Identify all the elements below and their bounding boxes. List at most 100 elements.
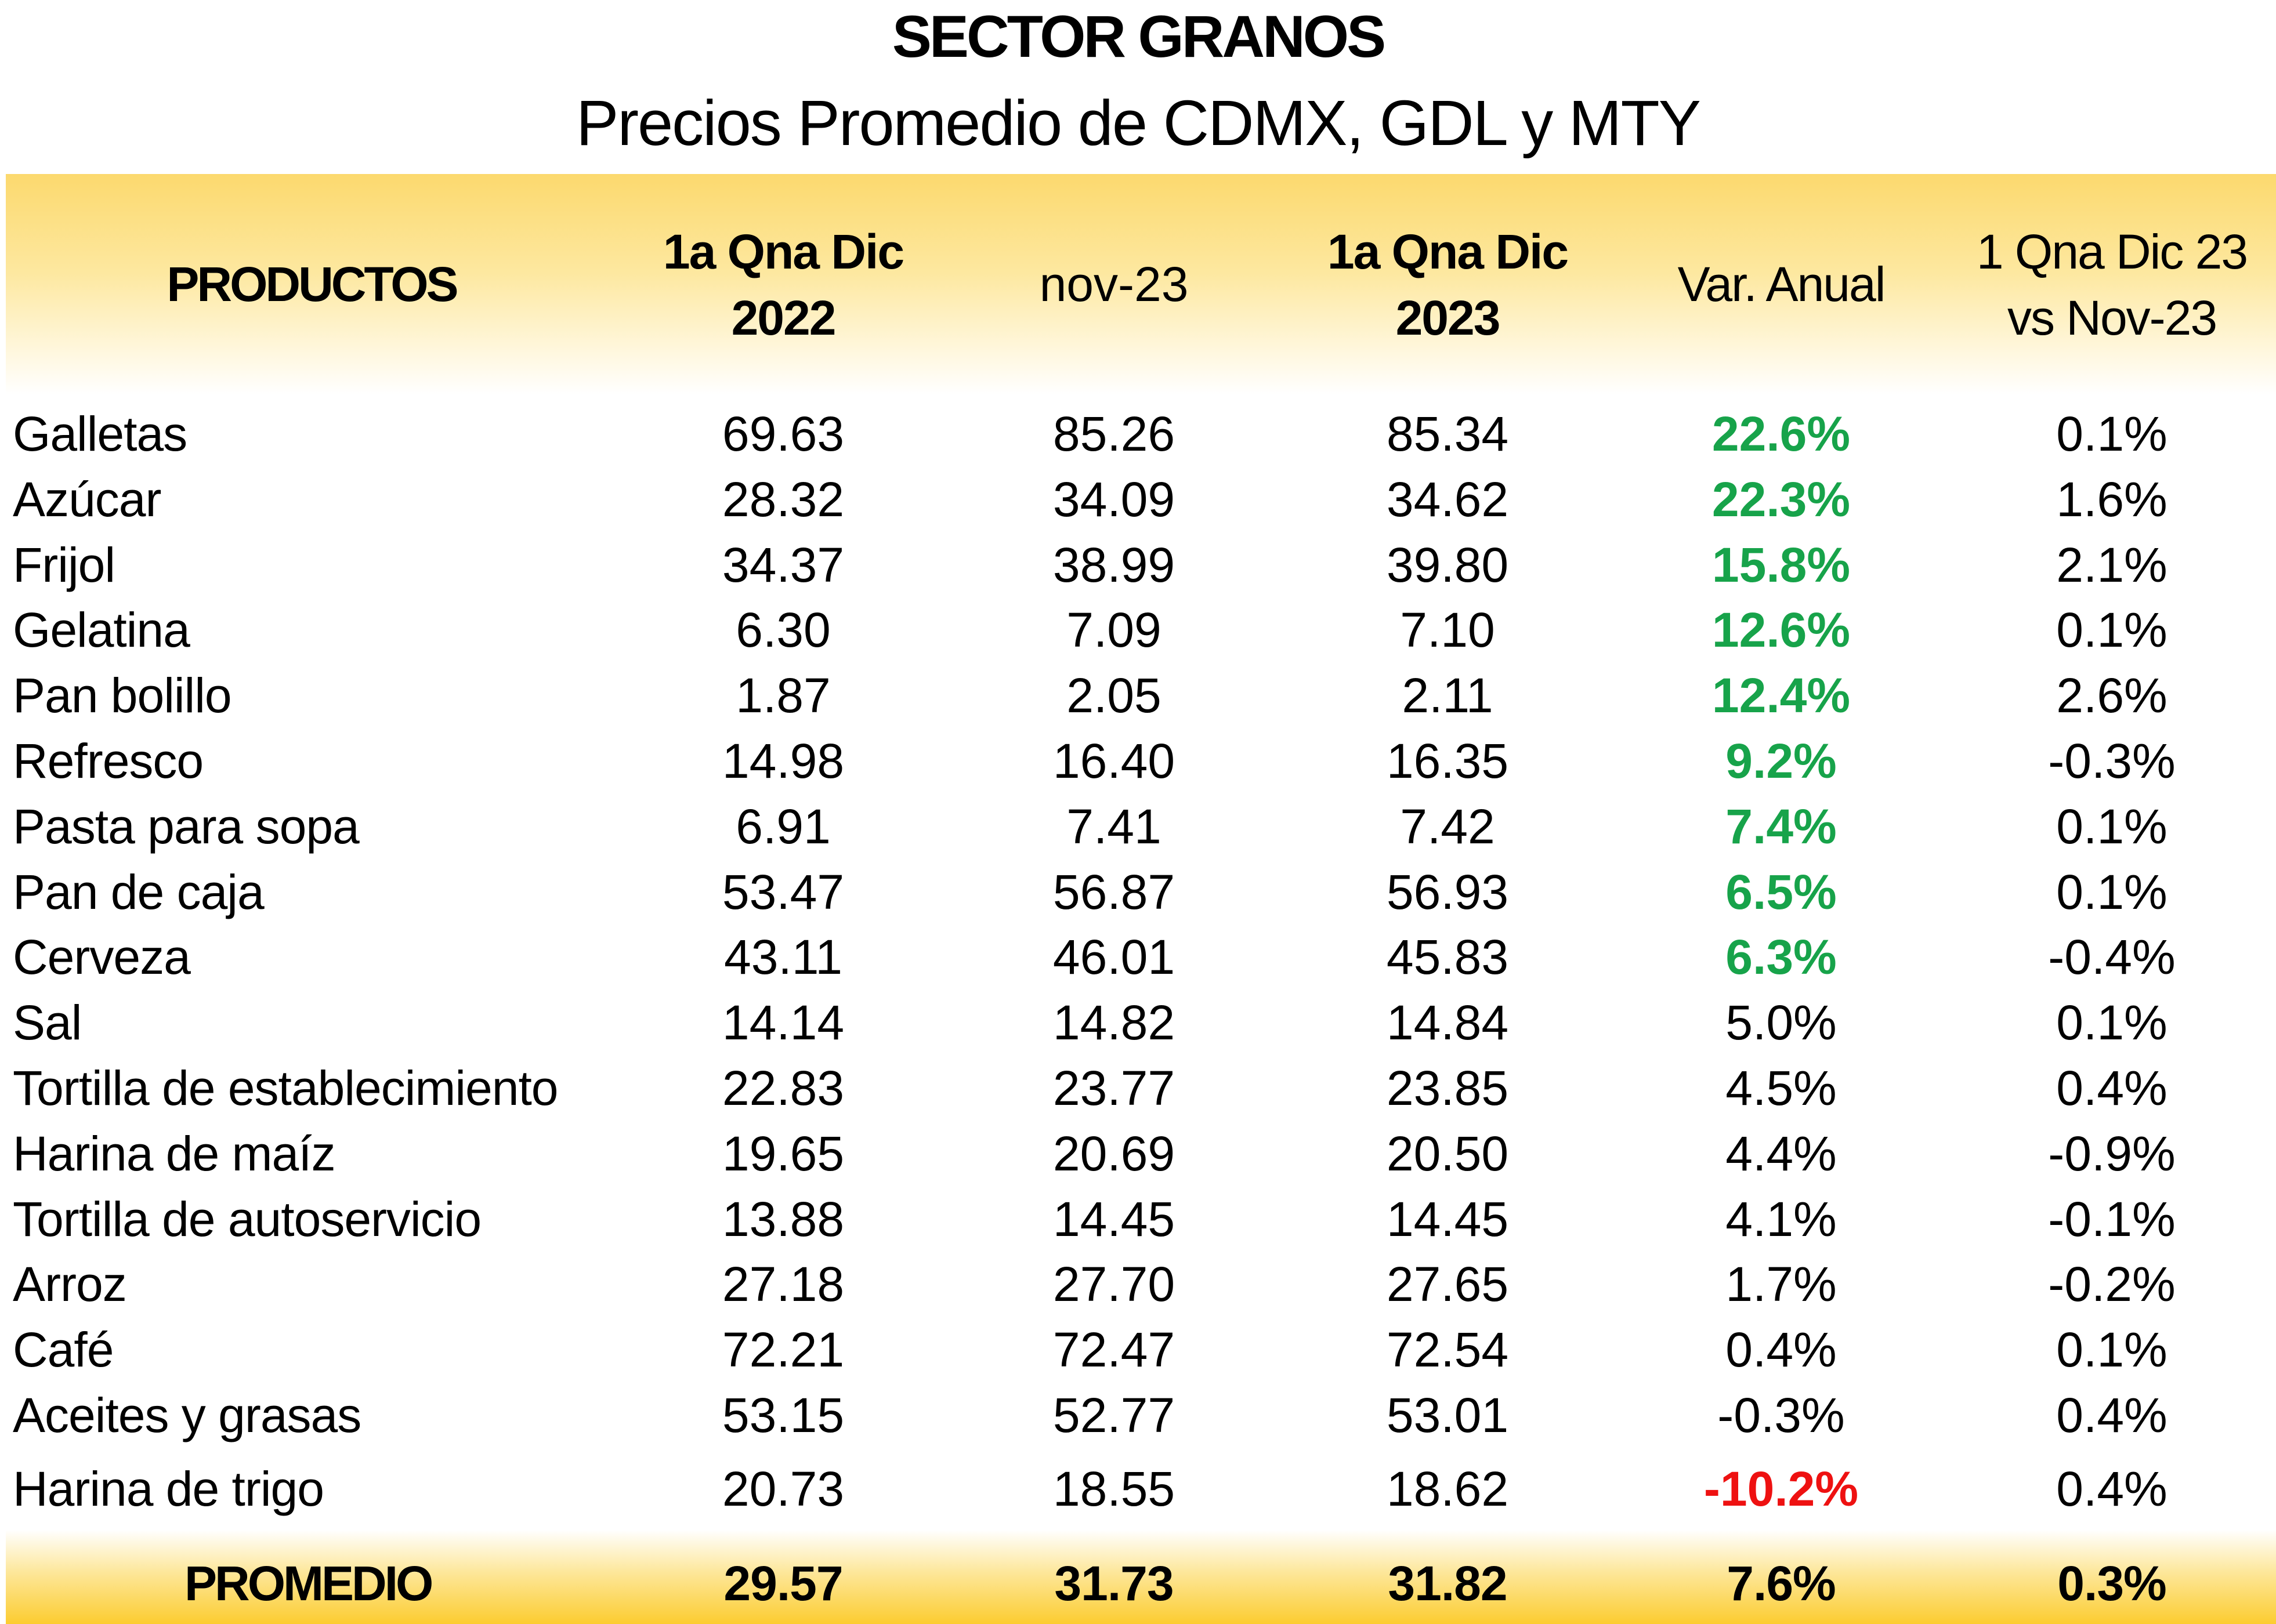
var-anual: 22.6% <box>1711 407 1851 461</box>
product-name: Aceites y grasas <box>13 1388 361 1442</box>
var-mensual: 0.1% <box>2056 865 2168 919</box>
price-dic-2023: 14.45 <box>1386 1192 1509 1246</box>
price-dic-2022: 1.87 <box>736 668 831 723</box>
var-anual: 5.0% <box>1725 995 1837 1050</box>
price-dic-2022: 69.63 <box>722 407 845 461</box>
price-dic-2023: 39.80 <box>1386 538 1509 592</box>
footer-var-mensual: 0.3% <box>2057 1556 2166 1611</box>
price-nov-23: 7.09 <box>1066 603 1161 657</box>
price-dic-2022: 53.15 <box>722 1388 845 1442</box>
var-anual: -10.2% <box>1703 1462 1859 1516</box>
price-dic-2023: 7.10 <box>1400 603 1495 657</box>
price-dic-2022: 6.30 <box>736 603 831 657</box>
price-nov-23: 7.41 <box>1066 799 1161 854</box>
table-row: Pasta para sopa 6.91 7.41 7.42 7.4% 0.1% <box>0 794 2276 859</box>
header-productos: PRODUCTOS <box>167 257 458 311</box>
var-anual: 6.3% <box>1725 930 1837 984</box>
price-dic-2022: 13.88 <box>722 1192 845 1246</box>
price-nov-23: 46.01 <box>1052 930 1175 984</box>
price-nov-23: 72.47 <box>1052 1322 1175 1377</box>
footer-label: PROMEDIO <box>184 1556 433 1611</box>
price-nov-23: 14.45 <box>1052 1192 1175 1246</box>
price-dic-2022: 20.73 <box>722 1462 845 1516</box>
price-nov-23: 38.99 <box>1052 538 1175 592</box>
var-mensual: 0.1% <box>2056 1322 2168 1377</box>
header-var-anual: Var. Anual <box>1677 257 1886 311</box>
price-dic-2023: 72.54 <box>1386 1322 1509 1377</box>
price-nov-23: 2.05 <box>1066 668 1161 723</box>
product-name: Azúcar <box>13 472 161 527</box>
header-dic-2023-line1: 1a Qna Dic <box>1327 224 1569 279</box>
var-mensual: -0.9% <box>2048 1126 2176 1181</box>
table-row: Harina de trigo 20.73 18.55 18.62 -10.2% 0.4% <box>0 1456 2276 1521</box>
price-nov-23: 16.40 <box>1052 734 1175 788</box>
var-mensual: 2.1% <box>2056 538 2168 592</box>
var-mensual: 1.6% <box>2056 472 2168 527</box>
product-name: Frijol <box>13 538 115 592</box>
table-row: Café 72.21 72.47 72.54 0.4% 0.1% <box>0 1317 2276 1382</box>
table-footer-row: PROMEDIO 29.57 31.73 31.82 7.6% 0.3% <box>0 1551 2276 1616</box>
price-nov-23: 52.77 <box>1052 1388 1175 1442</box>
price-nov-23: 20.69 <box>1052 1126 1175 1181</box>
table-row: Cerveza 43.11 46.01 45.83 6.3% -0.4% <box>0 925 2276 989</box>
table-row: Azúcar 28.32 34.09 34.62 22.3% 1.6% <box>0 467 2276 532</box>
footer-nov23: 31.73 <box>1054 1556 1174 1611</box>
var-anual: 7.4% <box>1725 799 1837 854</box>
var-anual: 4.5% <box>1725 1061 1837 1115</box>
price-dic-2023: 7.42 <box>1400 799 1495 854</box>
price-dic-2023: 2.11 <box>1402 668 1493 723</box>
product-name: Gelatina <box>13 603 190 657</box>
var-mensual: 0.4% <box>2056 1388 2168 1442</box>
var-anual: 9.2% <box>1725 734 1837 788</box>
price-dic-2023: 16.35 <box>1386 734 1509 788</box>
table-row: Sal 14.14 14.82 14.84 5.0% 0.1% <box>0 990 2276 1055</box>
price-dic-2022: 14.14 <box>722 995 845 1050</box>
price-dic-2022: 53.47 <box>722 865 845 919</box>
product-name: Refresco <box>13 734 204 788</box>
table-row: Frijol 34.37 38.99 39.80 15.8% 2.1% <box>0 532 2276 597</box>
var-anual: 4.1% <box>1725 1192 1837 1246</box>
price-nov-23: 85.26 <box>1052 407 1175 461</box>
price-dic-2022: 72.21 <box>722 1322 845 1377</box>
price-nov-23: 27.70 <box>1052 1257 1175 1311</box>
price-nov-23: 14.82 <box>1052 995 1175 1050</box>
var-anual: 0.4% <box>1725 1322 1837 1377</box>
product-name: Pan bolillo <box>13 668 232 723</box>
table-row: Arroz 27.18 27.70 27.65 1.7% -0.2% <box>0 1252 2276 1317</box>
var-mensual: -0.1% <box>2048 1192 2176 1246</box>
var-mensual: 0.1% <box>2056 603 2168 657</box>
table-row: Aceites y grasas 53.15 52.77 53.01 -0.3% 0.4% <box>0 1383 2276 1448</box>
table-header-band <box>6 174 2276 394</box>
var-anual: 22.3% <box>1711 472 1851 527</box>
price-dic-2023: 18.62 <box>1386 1462 1509 1516</box>
product-name: Cerveza <box>13 930 191 984</box>
footer-dic2022: 29.57 <box>723 1556 843 1611</box>
price-nov-23: 23.77 <box>1052 1061 1175 1115</box>
price-dic-2023: 27.65 <box>1386 1257 1509 1311</box>
product-name: Pan de caja <box>13 865 265 919</box>
price-dic-2022: 14.98 <box>722 734 845 788</box>
header-dic-2023-line2: 2023 <box>1395 291 1501 345</box>
var-mensual: 2.6% <box>2056 668 2168 723</box>
price-dic-2023: 34.62 <box>1386 472 1509 527</box>
product-name: Arroz <box>13 1257 127 1311</box>
table-row: Gelatina 6.30 7.09 7.10 12.6% 0.1% <box>0 597 2276 662</box>
header-dic-2022: 1a Qna Dic 2022 <box>650 219 917 351</box>
table-row: Galletas 69.63 85.26 85.34 22.6% 0.1% <box>0 401 2276 466</box>
product-name: Tortilla de autoservicio <box>13 1192 482 1246</box>
var-mensual: 0.1% <box>2056 995 2168 1050</box>
footer-var-anual: 7.6% <box>1727 1556 1836 1611</box>
price-nov-23: 18.55 <box>1052 1462 1175 1516</box>
var-mensual: -0.2% <box>2048 1257 2176 1311</box>
var-anual: 6.5% <box>1725 865 1837 919</box>
var-mensual: 0.4% <box>2056 1462 2168 1516</box>
footer-dic2023: 31.82 <box>1388 1556 1507 1611</box>
var-anual: 1.7% <box>1725 1257 1837 1311</box>
price-dic-2022: 19.65 <box>722 1126 845 1181</box>
price-dic-2023: 85.34 <box>1386 407 1509 461</box>
product-name: Galletas <box>13 407 187 461</box>
price-dic-2023: 14.84 <box>1386 995 1509 1050</box>
var-mensual: -0.4% <box>2048 930 2176 984</box>
var-mensual: 0.4% <box>2056 1061 2168 1115</box>
product-name: Tortilla de establecimiento <box>13 1061 559 1115</box>
